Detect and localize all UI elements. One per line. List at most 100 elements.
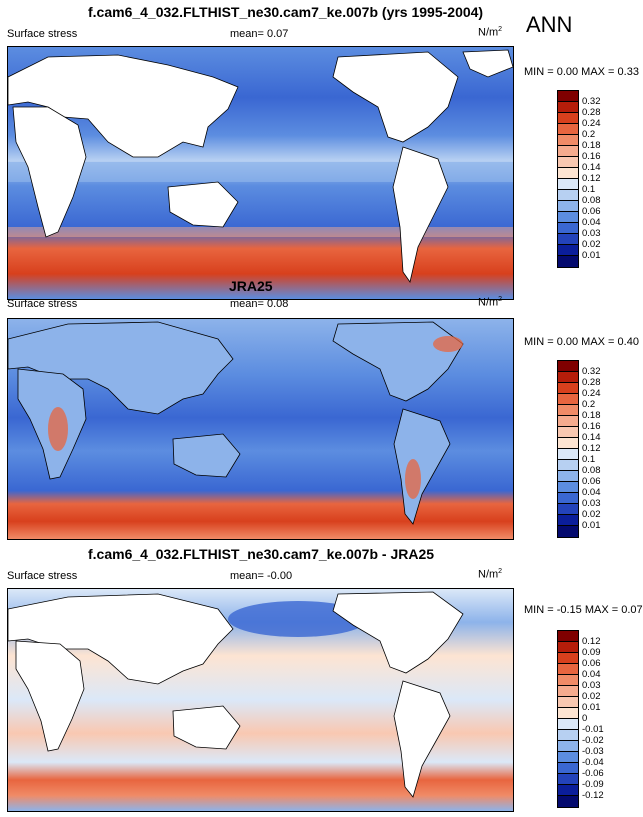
legend-swatch (558, 157, 578, 168)
legend-label: 0.14 (582, 432, 601, 443)
panel-2-variable-label: Surface stress (7, 298, 78, 310)
panel-1-land-north-america (332, 51, 459, 143)
legend-swatch (558, 482, 578, 493)
panel-3-land-north-america (332, 591, 464, 674)
legend-label: -0.09 (582, 779, 604, 790)
legend-label: -0.06 (582, 768, 604, 779)
legend-swatch (558, 438, 578, 449)
legend-swatch (558, 785, 578, 796)
legend-label: 0.03 (582, 228, 601, 239)
legend-label: 0.03 (582, 498, 601, 509)
legend-swatch (558, 730, 578, 741)
panel-1-westerly-band (8, 227, 513, 237)
panel-1-tropical-band (8, 162, 513, 182)
legend-swatch (558, 653, 578, 664)
legend-label: 0.24 (582, 388, 601, 399)
legend-label: 0.04 (582, 669, 601, 680)
panel-3-land-australia (172, 705, 241, 750)
legend-label: 0.02 (582, 691, 601, 702)
legend-swatch (558, 631, 578, 642)
panel-1-land-africa (12, 106, 87, 238)
legend-label: 0.18 (582, 410, 601, 421)
legend-label: 0.03 (582, 680, 601, 691)
legend-swatch (558, 642, 578, 653)
legend-label: 0.18 (582, 140, 601, 151)
legend-swatch (558, 664, 578, 675)
panel-1-units: N/m2 (478, 26, 503, 39)
panel-2-land-australia (172, 433, 241, 478)
legend-swatch (558, 190, 578, 201)
panel-3-legend-bar (557, 630, 579, 808)
panel-1-variable-label: Surface stress (7, 28, 78, 40)
panel-3-units: N/m2 (478, 568, 503, 581)
legend-swatch (558, 796, 578, 807)
legend-label: 0.01 (582, 520, 601, 531)
legend-swatch (558, 201, 578, 212)
panel-1-title: f.cam6_4_032.FLTHIST_ne30.cam7_ke.007b (… (88, 4, 484, 20)
legend-swatch (558, 675, 578, 686)
legend-swatch (558, 405, 578, 416)
legend-label: 0.28 (582, 377, 601, 388)
legend-swatch (558, 372, 578, 383)
legend-label: -0.01 (582, 724, 604, 735)
panel-2-land-south-america (393, 408, 451, 525)
panel-2-map (7, 318, 514, 540)
legend-swatch (558, 135, 578, 146)
legend-label: 0.08 (582, 195, 601, 206)
legend-swatch (558, 460, 578, 471)
legend-label: 0.01 (582, 702, 601, 713)
legend-label: 0.02 (582, 239, 601, 250)
legend-label: 0.09 (582, 647, 601, 658)
legend-label: 0.32 (582, 96, 601, 107)
legend-swatch (558, 526, 578, 537)
panel-2-high-stress-patch (48, 407, 68, 451)
panel-3-minmax: MIN = -0.15 MAX = 0.07 (524, 604, 643, 616)
legend-swatch (558, 416, 578, 427)
legend-swatch (558, 361, 578, 372)
legend-swatch (558, 763, 578, 774)
legend-label: 0.12 (582, 636, 601, 647)
legend-swatch (558, 168, 578, 179)
legend-label: 0.24 (582, 118, 601, 129)
panel-2-high-stress-patch (405, 459, 421, 499)
panel-3-variable-label: Surface stress (7, 570, 78, 582)
legend-label: 0.06 (582, 658, 601, 669)
legend-swatch (558, 245, 578, 256)
panel-3-title: f.cam6_4_032.FLTHIST_ne30.cam7_ke.007b -… (88, 546, 435, 562)
legend-label: 0.14 (582, 162, 601, 173)
legend-swatch (558, 256, 578, 267)
panel-2-high-stress-patch (433, 336, 463, 352)
legend-swatch (558, 752, 578, 763)
panel-1-land-greenland (462, 49, 513, 78)
legend-label: 0 (582, 713, 588, 724)
panel-2-minmax: MIN = 0.00 MAX = 0.40 (524, 336, 639, 348)
panel-1-land-south-america (392, 146, 449, 283)
legend-label: 0.12 (582, 443, 601, 454)
legend-label: 0.16 (582, 421, 601, 432)
panel-1-land-australia (167, 181, 239, 228)
legend-label: 0.28 (582, 107, 601, 118)
legend-label: 0.04 (582, 217, 601, 228)
panel-3-land-africa (15, 640, 85, 752)
legend-swatch (558, 493, 578, 504)
legend-swatch (558, 102, 578, 113)
legend-swatch (558, 179, 578, 190)
legend-label: 0.1 (582, 454, 596, 465)
legend-swatch (558, 515, 578, 526)
legend-label: -0.04 (582, 757, 604, 768)
legend-label: 0.32 (582, 366, 601, 377)
legend-swatch (558, 223, 578, 234)
legend-label: 0.2 (582, 129, 596, 140)
panel-1-minmax: MIN = 0.00 MAX = 0.33 (524, 66, 639, 78)
legend-label: 0.06 (582, 476, 601, 487)
legend-swatch (558, 774, 578, 785)
season-label: ANN (526, 12, 573, 37)
panel-1-legend-bar (557, 90, 579, 268)
legend-swatch (558, 383, 578, 394)
legend-label: -0.03 (582, 746, 604, 757)
legend-swatch (558, 212, 578, 223)
legend-label: 0.1 (582, 184, 596, 195)
legend-label: 0.06 (582, 206, 601, 217)
panel-2-mean: mean= 0.08 (230, 298, 289, 310)
panel-3-land-south-america (393, 680, 451, 798)
